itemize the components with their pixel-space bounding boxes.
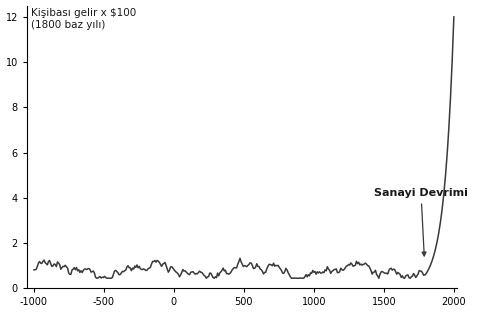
Text: Kişibası gelir x $100
(1800 baz yılı): Kişibası gelir x $100 (1800 baz yılı) (31, 8, 136, 30)
Text: Sanayi Devrimi: Sanayi Devrimi (374, 188, 468, 256)
